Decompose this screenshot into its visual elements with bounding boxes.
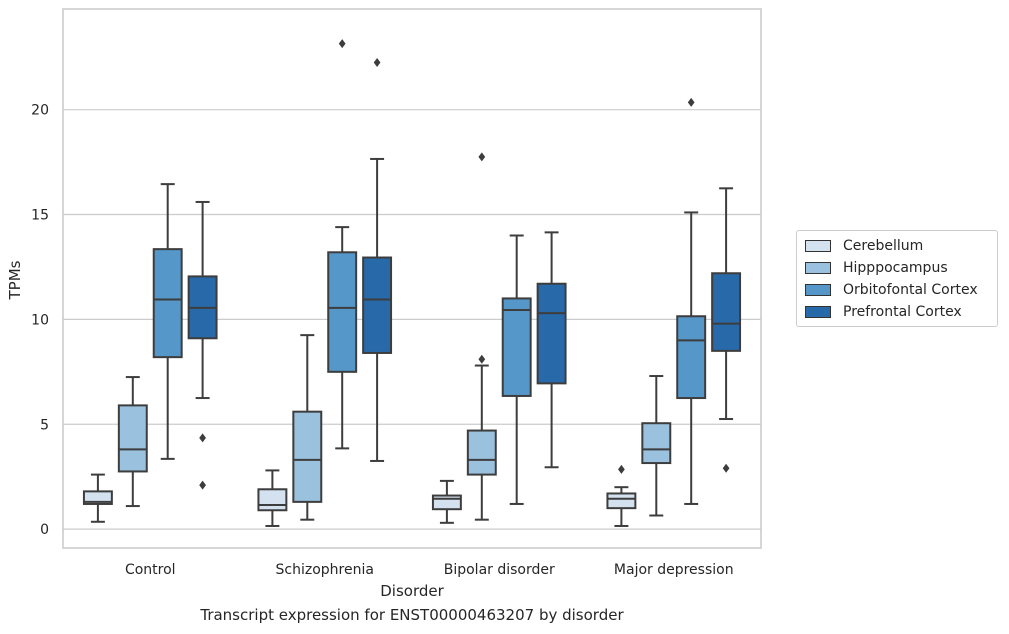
outlier-point	[722, 463, 730, 473]
box-hipppocampus-schizophrenia	[292, 334, 323, 521]
iqr-box	[536, 282, 567, 385]
legend-item-hippocampus: Hipppocampus	[805, 258, 948, 278]
outlier-point	[199, 433, 206, 443]
box-orbitofontal-cortex-control	[152, 183, 183, 460]
legend-swatch	[805, 284, 831, 296]
iqr-box	[327, 251, 358, 373]
iqr-box	[152, 248, 183, 359]
y-tick-label: 5	[40, 417, 49, 433]
plot-frame	[62, 8, 762, 549]
figure-caption: Transcript expression for ENST0000046320…	[200, 606, 624, 624]
legend-item-prefrontal-cortex: Prefrontal Cortex	[805, 302, 962, 322]
y-tick-label: 10	[31, 312, 49, 328]
y-tick-label: 15	[31, 208, 49, 224]
outlier-point	[199, 480, 206, 490]
box-prefrontal-cortex-schizophrenia	[362, 57, 393, 462]
iqr-box	[431, 494, 462, 511]
iqr-box	[606, 492, 637, 510]
outlier-point	[338, 39, 346, 49]
iqr-box	[711, 272, 742, 352]
iqr-box	[292, 410, 323, 503]
box-hipppocampus-major-depression	[641, 375, 672, 517]
y-axis-label: TPMs	[6, 260, 24, 300]
outlier-point	[373, 57, 381, 67]
box-cerebellum-control	[82, 473, 113, 523]
iqr-box	[676, 315, 707, 400]
x-tick-label: Major depression	[614, 562, 734, 578]
y-tick-label: 20	[31, 103, 49, 119]
outlier-point	[478, 354, 486, 364]
box-hipppocampus-bipolar-disorder	[466, 152, 497, 521]
legend-swatch	[805, 262, 831, 274]
x-tick-label: Schizophrenia	[276, 562, 374, 578]
legend-swatch	[805, 306, 831, 318]
outlier-point	[687, 97, 695, 107]
box-prefrontal-cortex-bipolar-disorder	[536, 231, 567, 469]
box-orbitofontal-cortex-schizophrenia	[327, 39, 358, 450]
iqr-box	[501, 297, 532, 397]
legend: Cerebellum Hipppocampus Orbitofontal Cor…	[796, 230, 998, 327]
x-tick-labels: Control Schizophrenia Bipolar disorder Majo…	[125, 562, 734, 578]
box-hipppocampus-control	[117, 376, 148, 508]
y-tick-label: 0	[40, 522, 49, 538]
iqr-box	[82, 490, 113, 505]
iqr-box	[362, 256, 393, 354]
legend-item-orbitofrontal-cortex: Orbitofontal Cortex	[805, 280, 978, 300]
iqr-box	[257, 488, 288, 512]
box-cerebellum-bipolar-disorder	[431, 479, 462, 524]
x-tick-label: Bipolar disorder	[444, 562, 555, 578]
x-tick-label: Control	[125, 562, 176, 578]
legend-label: Hipppocampus	[843, 260, 948, 276]
outlier-point	[478, 152, 486, 162]
iqr-box	[466, 429, 497, 476]
box-orbitofontal-cortex-major-depression	[676, 97, 707, 505]
box-cerebellum-schizophrenia	[257, 469, 288, 527]
iqr-box	[641, 422, 672, 465]
legend-label: Cerebellum	[843, 238, 924, 254]
legend-label: Prefrontal Cortex	[843, 304, 962, 320]
box-prefrontal-cortex-major-depression	[711, 187, 742, 473]
box-orbitofontal-cortex-bipolar-disorder	[501, 234, 532, 505]
legend-swatch	[805, 240, 831, 252]
box-prefrontal-cortex-control	[187, 200, 218, 490]
legend-label: Orbitofontal Cortex	[843, 282, 978, 298]
legend-item-cerebellum: Cerebellum	[805, 236, 923, 256]
box-groups	[82, 39, 742, 527]
y-tick-labels: 0 5 10 15 20	[31, 103, 49, 538]
box-cerebellum-major-depression	[606, 464, 637, 527]
outlier-point	[618, 464, 625, 474]
iqr-box	[117, 404, 148, 473]
x-axis-label: Disorder	[380, 582, 444, 600]
